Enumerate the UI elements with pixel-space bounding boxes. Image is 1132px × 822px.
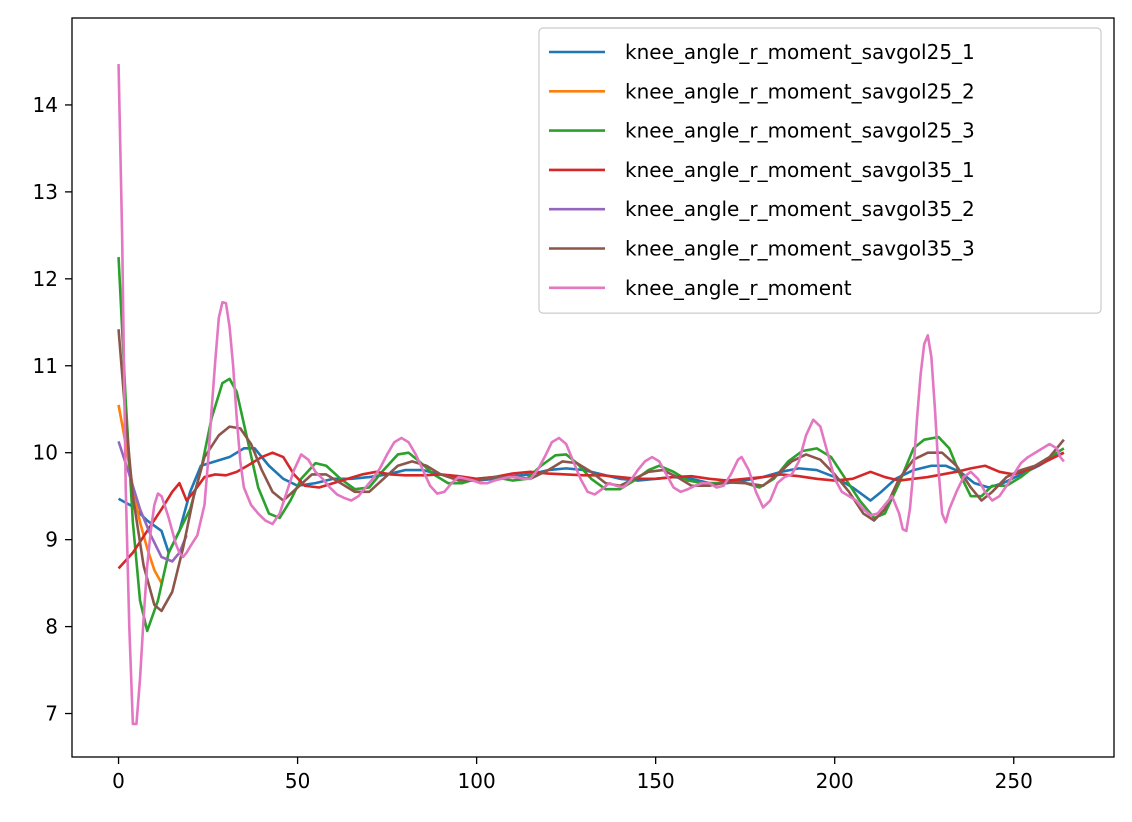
x-tick-label: 50 bbox=[285, 769, 310, 793]
x-tick-label: 200 bbox=[816, 769, 854, 793]
legend-label: knee_angle_r_moment_savgol35_3 bbox=[625, 237, 975, 261]
legend: knee_angle_r_moment_savgol25_1 knee_angle… bbox=[538, 27, 1102, 314]
x-tick-label: 150 bbox=[637, 769, 675, 793]
y-tick-label: 7 bbox=[45, 702, 58, 726]
legend-label: knee_angle_r_moment bbox=[625, 276, 852, 300]
legend-label: knee_angle_r_moment_savgol25_2 bbox=[625, 79, 975, 103]
series-line-7 bbox=[117, 64, 1065, 726]
y-tick-label: 11 bbox=[33, 354, 58, 378]
legend-label: knee_angle_r_moment_savgol35_1 bbox=[625, 158, 975, 182]
series-line-6 bbox=[117, 329, 1065, 613]
y-axis: 7 8 9 10 11 12 13 14 bbox=[33, 93, 72, 726]
axes-frame bbox=[71, 17, 1115, 758]
x-tick-label: 100 bbox=[458, 769, 496, 793]
x-tick-label: 0 bbox=[112, 769, 125, 793]
series-line-4 bbox=[117, 451, 1065, 570]
legend-box bbox=[538, 27, 1102, 314]
y-tick-label: 10 bbox=[33, 441, 58, 465]
y-tick-label: 13 bbox=[33, 180, 58, 204]
series-layer bbox=[117, 64, 1065, 726]
x-tick-label: 250 bbox=[995, 769, 1033, 793]
legend-label: knee_angle_r_moment_savgol25_1 bbox=[625, 40, 975, 64]
y-tick-label: 14 bbox=[33, 93, 58, 117]
y-tick-label: 8 bbox=[45, 615, 58, 639]
x-axis: 0 50 100 150 200 250 bbox=[112, 757, 1033, 793]
y-tick-label: 9 bbox=[45, 528, 58, 552]
legend-label: knee_angle_r_moment_savgol35_2 bbox=[625, 197, 975, 221]
y-tick-label: 12 bbox=[33, 267, 58, 291]
legend-label: knee_angle_r_moment_savgol25_3 bbox=[625, 119, 975, 143]
series-line-3 bbox=[117, 257, 1065, 633]
series-line-1 bbox=[117, 447, 1065, 554]
